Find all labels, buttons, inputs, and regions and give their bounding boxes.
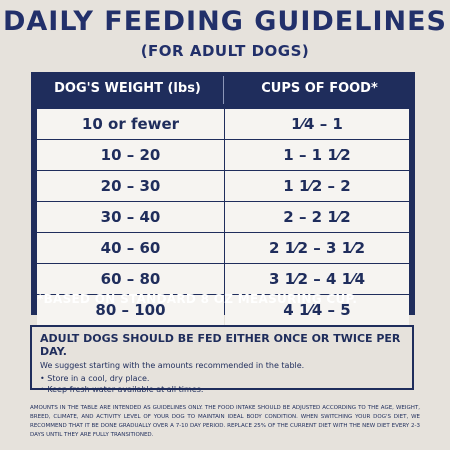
table-row: 10 or fewer 1⁄4 – 1 (37, 108, 409, 139)
note-bullet: Keep fresh water available at all times. (40, 384, 404, 395)
column-header-cups: CUPS OF FOOD* (261, 81, 378, 96)
table-row: 60 – 80 3 1⁄2 – 4 1⁄4 (37, 263, 409, 294)
cups-cell: 1⁄4 – 1 (225, 109, 409, 139)
cups-cell: 3 1⁄2 – 4 1⁄4 (225, 264, 409, 294)
cups-cell: 1 1⁄2 – 2 (225, 171, 409, 201)
column-header-weight: DOG'S WEIGHT (lbs) (54, 81, 201, 96)
note-title: ADULT DOGS SHOULD BE FED EITHER ONCE OR … (40, 332, 401, 358)
fine-print: AMOUNTS IN THE TABLE ARE INTENDED AS GUI… (30, 405, 420, 438)
note-bullet: Store in a cool, dry place. (40, 373, 404, 384)
cups-cell: 2 1⁄2 – 3 1⁄2 (225, 233, 409, 263)
header-divider (223, 76, 224, 104)
weight-cell: 60 – 80 (37, 264, 224, 294)
table-footnote: *BASED ON STANDARD 8 OZ MEASURING CUP. (37, 292, 358, 306)
weight-cell: 40 – 60 (37, 233, 224, 263)
table-row: 30 – 40 2 – 2 1⁄2 (37, 201, 409, 232)
weight-cell: 30 – 40 (37, 202, 224, 232)
weight-cell: 10 – 20 (37, 140, 224, 170)
feeding-table: DOG'S WEIGHT (lbs) CUPS OF FOOD* 10 or f… (31, 72, 415, 325)
weight-cell: 10 or fewer (37, 109, 224, 139)
weight-cell: 20 – 30 (37, 171, 224, 201)
cups-cell: 2 – 2 1⁄2 (225, 202, 409, 232)
feeding-note-box: ADULT DOGS SHOULD BE FED EITHER ONCE OR … (30, 325, 414, 394)
table-row: 20 – 30 1 1⁄2 – 2 (37, 170, 409, 201)
table-body: 10 or fewer 1⁄4 – 1 10 – 20 1 – 1 1⁄2 20… (37, 108, 409, 325)
page-title: DAILY FEEDING GUIDELINES (3, 6, 447, 37)
table-row: 40 – 60 2 1⁄2 – 3 1⁄2 (37, 232, 409, 263)
table-row: 80 – 100 4 1⁄4 – 5 (37, 294, 409, 325)
cups-cell: 4 1⁄4 – 5 (225, 295, 409, 325)
note-subtitle: We suggest starting with the amounts rec… (40, 361, 305, 370)
weight-cell: 80 – 100 (37, 295, 224, 325)
cups-cell: 1 – 1 1⁄2 (225, 140, 409, 170)
table-row: 10 – 20 1 – 1 1⁄2 (37, 139, 409, 170)
page-subtitle: (FOR ADULT DOGS) (140, 42, 310, 60)
